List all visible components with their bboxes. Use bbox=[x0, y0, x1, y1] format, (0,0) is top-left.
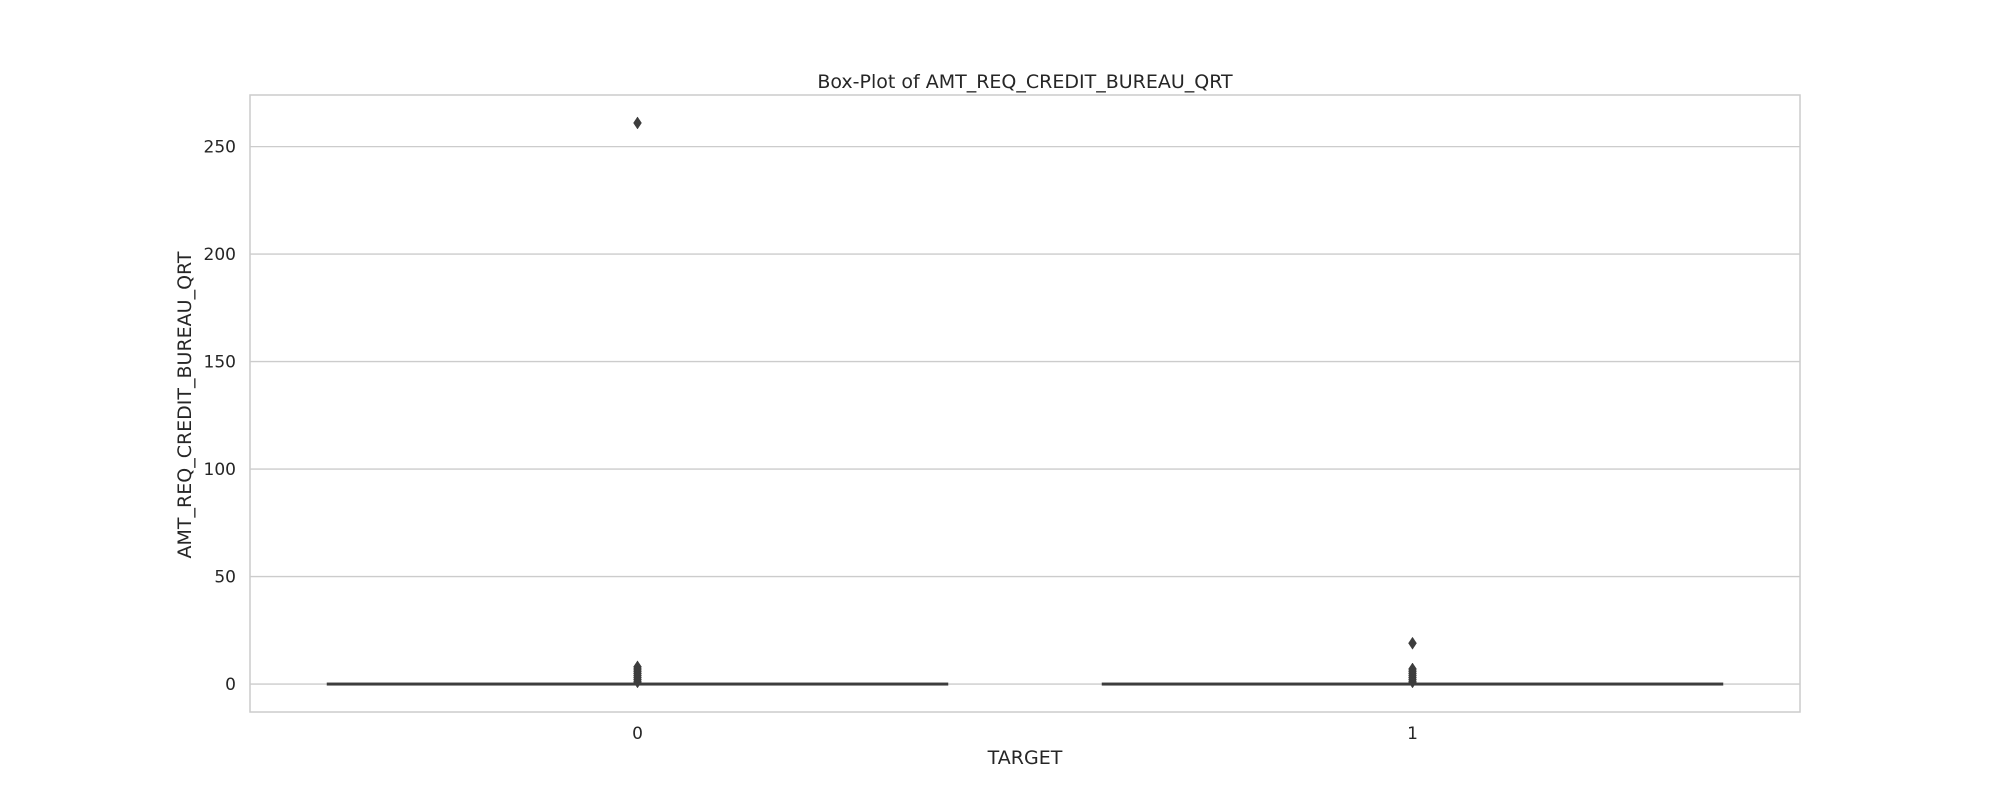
box-marks bbox=[326, 116, 1724, 689]
y-tick-label: 50 bbox=[214, 568, 236, 588]
outlier-point bbox=[633, 116, 642, 130]
outlier-point bbox=[633, 660, 642, 674]
y-tick-labels: 0 50 100 150 200 250 bbox=[204, 138, 236, 695]
box-group bbox=[326, 116, 949, 689]
box-group bbox=[1101, 636, 1724, 689]
y-tick-label: 100 bbox=[204, 460, 236, 480]
y-tick-label: 200 bbox=[204, 245, 236, 265]
x-axis-label: TARGET bbox=[987, 747, 1063, 769]
y-tick-label: 250 bbox=[204, 138, 236, 158]
outlier-point bbox=[1408, 662, 1417, 676]
y-axis-label: AMT_REQ_CREDIT_BUREAU_QRT bbox=[174, 251, 196, 558]
plot-frame bbox=[249, 94, 1801, 713]
outlier-point bbox=[1408, 636, 1417, 650]
x-tick-label: 0 bbox=[632, 724, 643, 744]
y-gridlines bbox=[250, 145, 1800, 685]
chart-title: Box-Plot of AMT_REQ_CREDIT_BUREAU_QRT bbox=[817, 71, 1233, 93]
y-tick-label: 0 bbox=[225, 675, 236, 695]
x-tick-label: 1 bbox=[1407, 724, 1418, 744]
y-tick-label: 150 bbox=[204, 353, 236, 373]
